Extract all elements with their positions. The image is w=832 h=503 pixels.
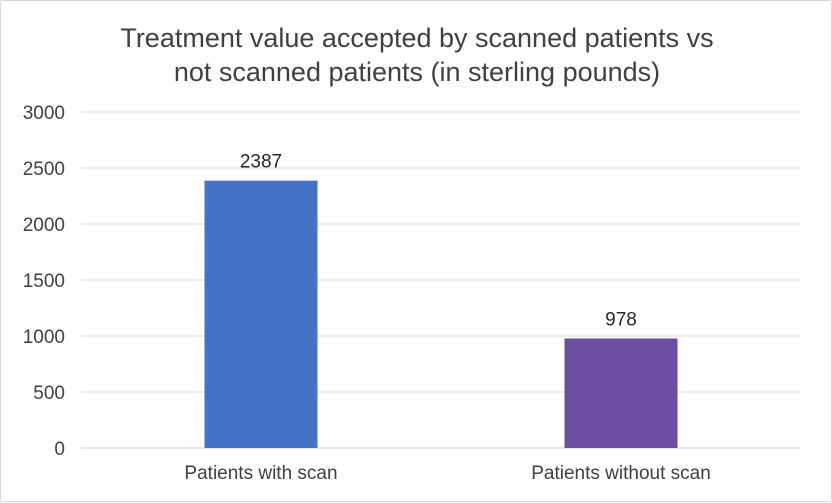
x-axis-tick-labels: Patients with scan Patients without scan xyxy=(184,463,710,484)
y-tick-label: 0 xyxy=(54,439,65,460)
chart-title: Treatment value accepted by scanned pati… xyxy=(120,23,713,87)
chart-title-line-1: Treatment value accepted by scanned pati… xyxy=(120,23,713,53)
y-tick-label: 3000 xyxy=(23,103,65,124)
x-tick-label: Patients with scan xyxy=(184,463,337,484)
chart-title-line-2: not scanned patients (in sterling pounds… xyxy=(174,57,660,87)
y-tick-label: 1000 xyxy=(23,327,65,348)
x-tick-label: Patients without scan xyxy=(531,463,711,484)
y-tick-label: 2000 xyxy=(23,215,65,236)
data-label: 978 xyxy=(605,309,637,330)
gridlines xyxy=(81,111,801,449)
data-labels: 2387 978 xyxy=(240,152,637,331)
bar-1 xyxy=(204,180,318,448)
bar-2 xyxy=(564,338,678,448)
bars xyxy=(204,180,678,448)
y-tick-label: 500 xyxy=(33,383,65,404)
y-axis-tick-labels: 0 500 1000 1500 2000 2500 3000 xyxy=(23,103,65,460)
y-tick-label: 2500 xyxy=(23,159,65,180)
y-tick-label: 1500 xyxy=(23,271,65,292)
data-label: 2387 xyxy=(240,152,282,173)
